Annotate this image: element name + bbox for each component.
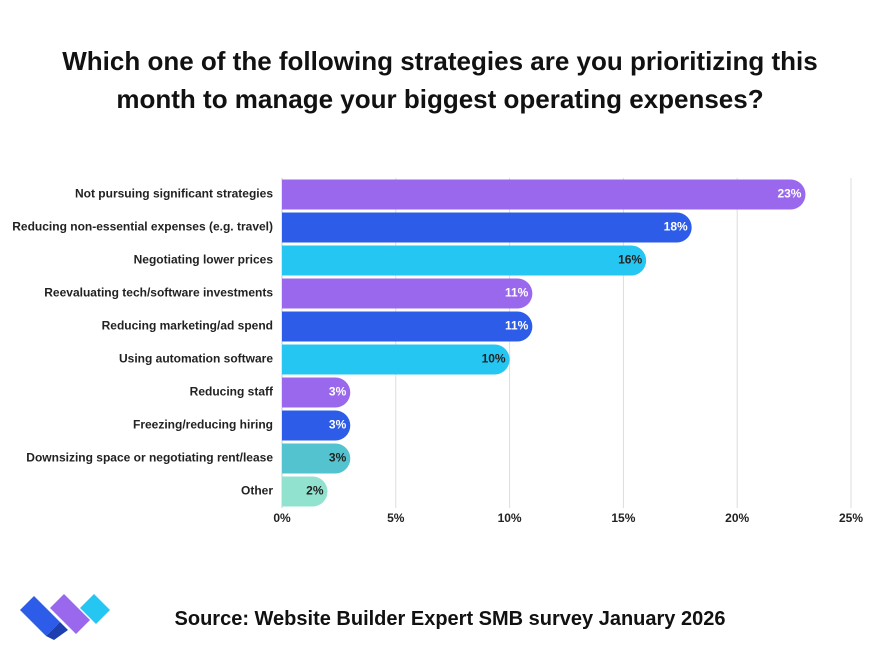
source: Source: Website Builder Expert SMB surve… bbox=[174, 608, 726, 630]
x-tick-label: 0% bbox=[273, 511, 291, 525]
bar bbox=[282, 179, 806, 210]
category-label: Not pursuing significant strategies bbox=[75, 187, 273, 201]
category-label: Other bbox=[241, 484, 273, 498]
bar bbox=[282, 476, 328, 507]
category-label: Reducing staff bbox=[190, 385, 274, 399]
x-tick-label: 5% bbox=[387, 511, 405, 525]
chart-title: Which one of the following strategies ar… bbox=[62, 46, 818, 114]
value-label: 10% bbox=[482, 352, 506, 366]
value-label: 3% bbox=[329, 385, 347, 399]
x-tick-label: 25% bbox=[839, 511, 863, 525]
bar bbox=[282, 245, 647, 276]
bar bbox=[282, 278, 533, 309]
value-label: 16% bbox=[618, 253, 642, 267]
category-label: Reevaluating tech/software investments bbox=[44, 286, 273, 300]
x-tick-label: 10% bbox=[498, 511, 522, 525]
value-label: 11% bbox=[505, 319, 529, 333]
bar bbox=[282, 377, 351, 408]
category-label: Freezing/reducing hiring bbox=[133, 418, 273, 432]
category-label: Downsizing space or negotiating rent/lea… bbox=[26, 451, 273, 465]
bar bbox=[282, 443, 351, 474]
category-label: Reducing non-essential expenses (e.g. tr… bbox=[12, 220, 273, 234]
x-tick-label: 15% bbox=[611, 511, 635, 525]
x-tick-label: 20% bbox=[725, 511, 749, 525]
category-label: Reducing marketing/ad spend bbox=[102, 319, 273, 333]
value-label: 3% bbox=[329, 418, 347, 432]
bar bbox=[282, 212, 692, 243]
value-label: 18% bbox=[664, 220, 688, 234]
category-label: Negotiating lower prices bbox=[134, 253, 274, 267]
value-label: 23% bbox=[777, 187, 801, 201]
bar bbox=[282, 311, 533, 342]
bar bbox=[282, 344, 510, 375]
category-label: Using automation software bbox=[119, 352, 273, 366]
value-label: 2% bbox=[306, 484, 324, 498]
bar bbox=[282, 410, 351, 441]
logo bbox=[20, 594, 110, 640]
value-label: 3% bbox=[329, 451, 347, 465]
value-label: 11% bbox=[505, 286, 529, 300]
